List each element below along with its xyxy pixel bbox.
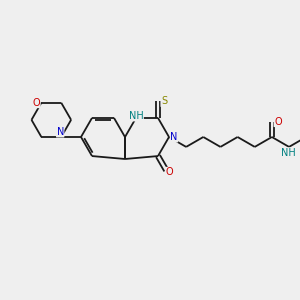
- Text: O: O: [33, 98, 40, 108]
- Text: N: N: [56, 127, 64, 137]
- Text: O: O: [165, 167, 173, 177]
- Text: NH: NH: [281, 148, 296, 158]
- Text: O: O: [274, 117, 282, 127]
- Text: NH: NH: [129, 111, 143, 121]
- Text: S: S: [161, 96, 167, 106]
- Text: N: N: [170, 132, 178, 142]
